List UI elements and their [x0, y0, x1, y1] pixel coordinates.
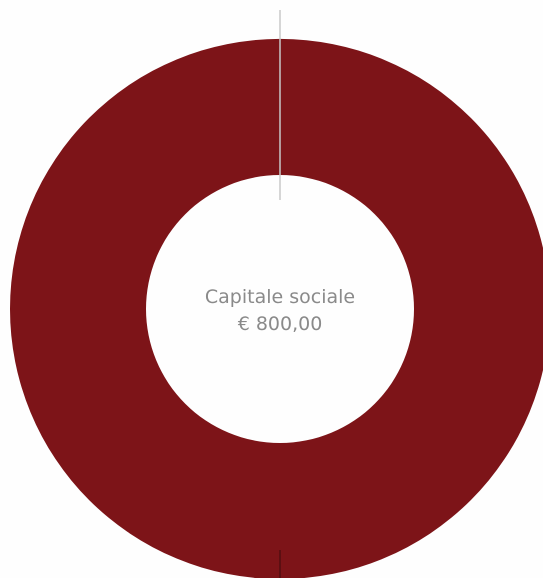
center-label: Capitale sociale: [205, 286, 355, 308]
donut-slice: [10, 39, 543, 578]
center-value: € 800,00: [238, 313, 323, 335]
donut-slices: [10, 39, 543, 578]
